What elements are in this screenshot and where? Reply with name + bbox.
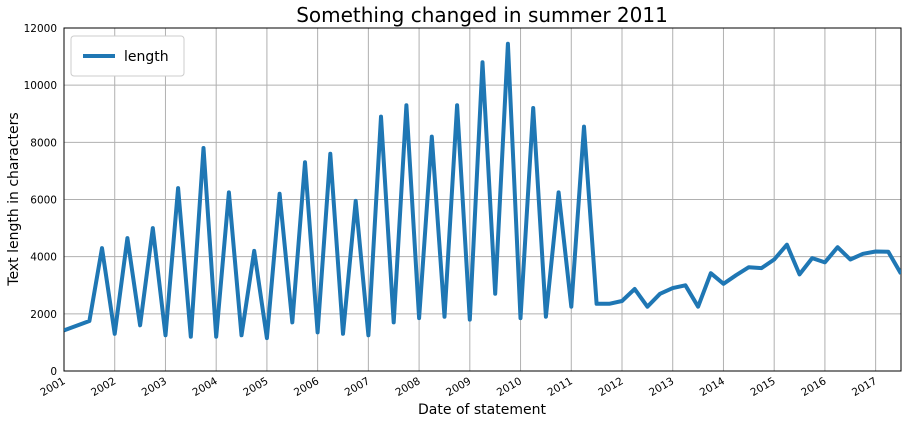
plot-frame [63,27,902,372]
x-tick-label: 2017 [850,375,879,399]
series-line-length [64,41,901,341]
y-tick-label: 12000 [24,23,57,35]
legend-label: length [124,49,169,65]
x-tick-label: 2012 [596,375,625,399]
y-tick-label: 4000 [30,252,57,264]
y-tick-label: 2000 [30,309,57,321]
legend-box [70,35,185,77]
y-axis-label: Text length in characters [6,112,22,286]
x-tick-label: 2006 [292,375,321,399]
x-tick-label: 2016 [799,375,828,399]
legend: length [70,35,185,77]
chart-title: Something changed in summer 2011 [296,3,668,27]
y-tick-label: 8000 [30,137,57,149]
x-axis-label: Date of statement [418,402,546,418]
x-tick-label: 2009 [444,375,473,399]
x-tick-label: 2015 [749,375,778,399]
x-tick-label: 2002 [89,375,118,399]
x-tick-label: 2011 [546,375,575,399]
x-tick-label: 2005 [241,375,270,399]
x-tick-label: 2004 [191,375,220,399]
x-tick-label: 2001 [38,375,67,399]
series-layer [64,41,901,341]
x-tick-label: 2007 [343,375,372,399]
y-tick-label: 0 [50,366,57,378]
x-tick-label: 2010 [495,375,524,399]
y-tick-label: 6000 [30,195,57,207]
x-axis-ticks: 2001 2002 2003 2004 2005 2006 2007 2008 2009 2010… [38,375,879,399]
x-tick-label: 2013 [647,375,676,399]
x-tick-label: 2014 [698,375,727,399]
x-tick-label: 2003 [140,375,169,399]
y-axis-ticks: 0 2000 4000 6000 8000 10000 12000 [24,23,57,378]
x-tick-label: 2008 [393,375,422,399]
y-tick-label: 10000 [24,80,57,92]
